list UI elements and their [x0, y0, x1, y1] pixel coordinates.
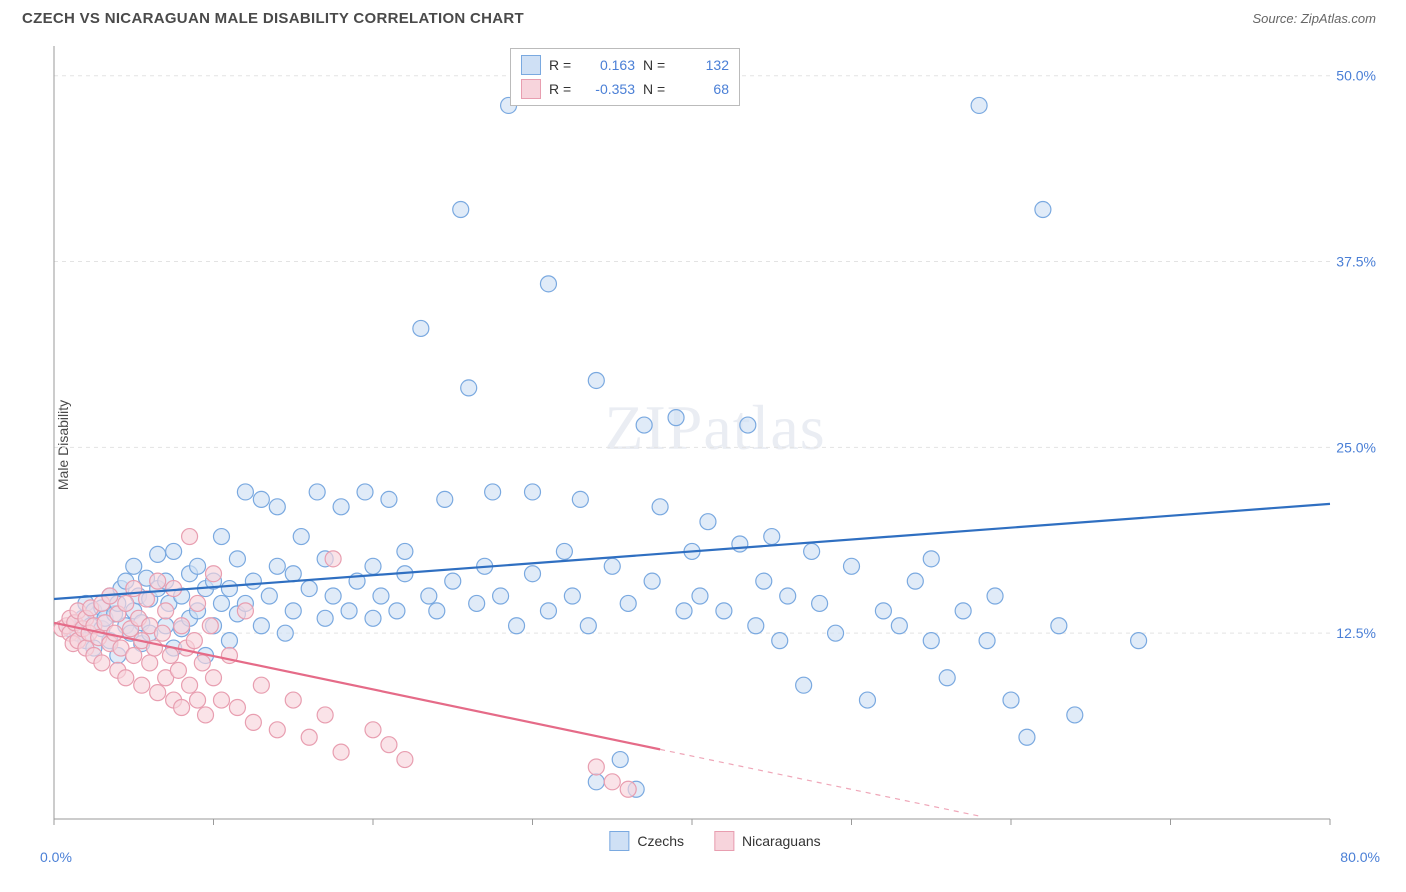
stats-row-nicaraguans: R = -0.353 N = 68 [521, 77, 729, 101]
n-label: N = [643, 81, 671, 97]
svg-text:37.5%: 37.5% [1336, 254, 1376, 270]
stats-legend: R = 0.163 N = 132 R = -0.353 N = 68 [510, 48, 740, 106]
r-label: R = [549, 81, 577, 97]
source-name: ZipAtlas.com [1301, 11, 1376, 26]
scatter-plot: 12.5% 25.0% 37.5% 50.0% [50, 42, 1380, 847]
swatch-nicaraguans [714, 831, 734, 851]
swatch-nicaraguans [521, 79, 541, 99]
stats-row-czechs: R = 0.163 N = 132 [521, 53, 729, 77]
legend-label-nicaraguans: Nicaraguans [742, 833, 821, 849]
svg-text:50.0%: 50.0% [1336, 68, 1376, 84]
svg-text:25.0%: 25.0% [1336, 439, 1376, 455]
n-value-nicaraguans: 68 [679, 81, 729, 97]
x-min-label: 0.0% [40, 849, 72, 865]
legend-item-nicaraguans: Nicaraguans [714, 831, 821, 851]
svg-text:12.5%: 12.5% [1336, 625, 1376, 641]
legend-item-czechs: Czechs [609, 831, 684, 851]
n-label: N = [643, 57, 671, 73]
legend-label-czechs: Czechs [637, 833, 684, 849]
source-attribution: Source: ZipAtlas.com [1252, 11, 1376, 26]
x-max-label: 80.0% [1340, 849, 1380, 865]
chart-area: Male Disability ZIPatlas 12.5%25.0%37.5%… [50, 42, 1380, 847]
source-prefix: Source: [1252, 11, 1300, 26]
r-value-czechs: 0.163 [585, 57, 635, 73]
r-value-nicaraguans: -0.353 [585, 81, 635, 97]
swatch-czechs [521, 55, 541, 75]
series-legend: Czechs Nicaraguans [609, 831, 820, 851]
swatch-czechs [609, 831, 629, 851]
r-label: R = [549, 57, 577, 73]
n-value-czechs: 132 [679, 57, 729, 73]
chart-title: CZECH VS NICARAGUAN MALE DISABILITY CORR… [22, 10, 524, 27]
